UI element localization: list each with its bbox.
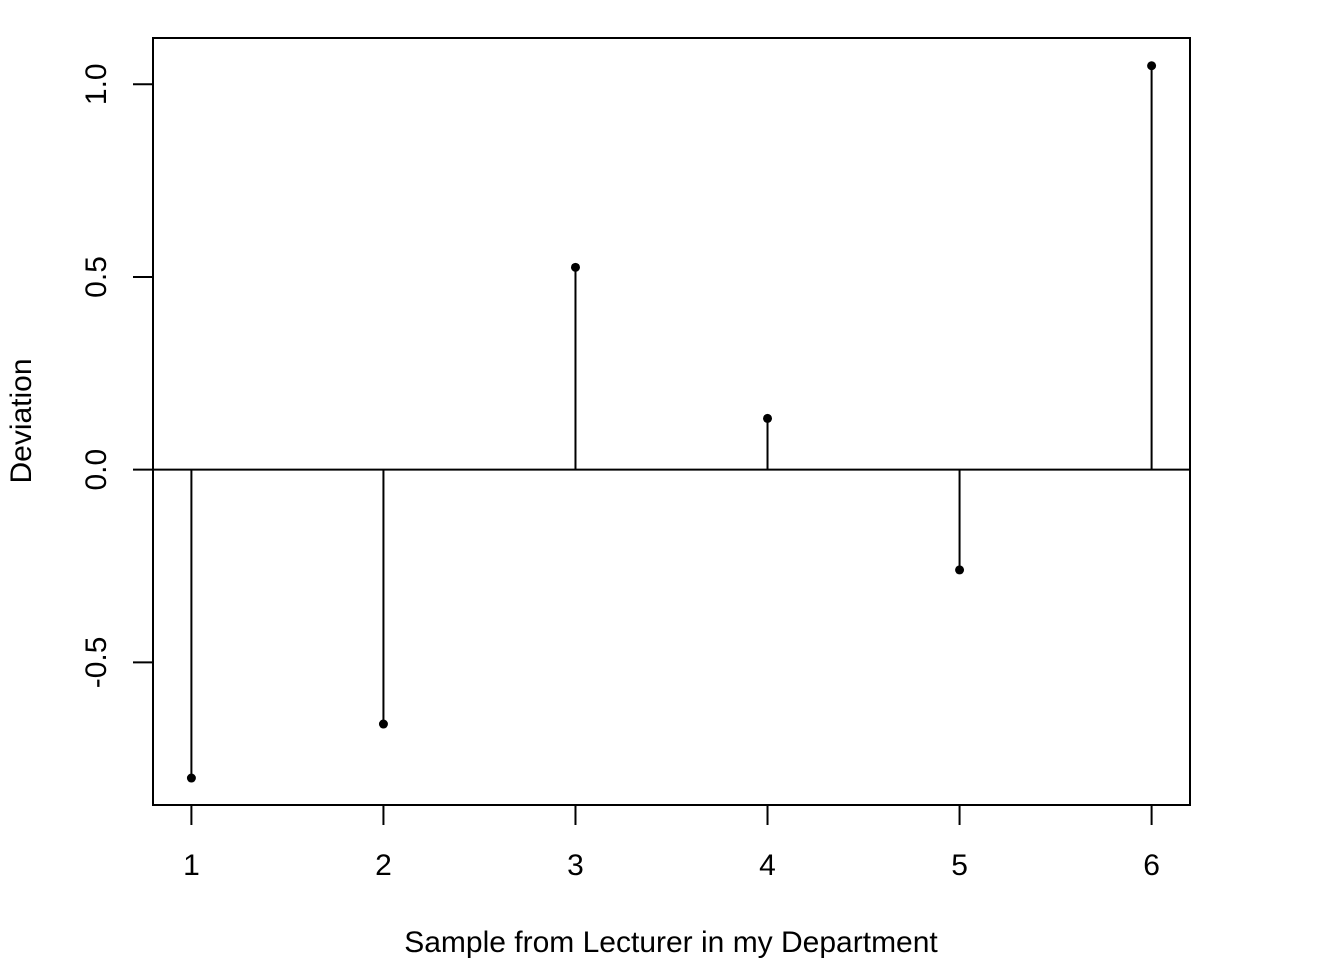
point-group <box>186 61 1157 783</box>
x-tick-label-2: 2 <box>375 849 392 882</box>
y-tick-label-2: 0.0 <box>80 449 113 491</box>
plot-frame <box>152 37 1191 806</box>
y-tick-label-1: -0.5 <box>80 637 113 689</box>
data-point-3 <box>570 262 580 272</box>
x-tick-label-4: 4 <box>759 849 776 882</box>
data-point-6 <box>1147 61 1157 71</box>
x-axis-title: Sample from Lecturer in my Department <box>404 926 938 959</box>
x-tick-label-3: 3 <box>567 849 584 882</box>
data-point-2 <box>378 719 388 729</box>
data-point-1 <box>186 773 196 783</box>
data-point-5 <box>955 565 965 575</box>
y-axis-title: Deviation <box>5 358 38 483</box>
x-axis: 1 2 3 4 5 6 <box>183 804 1160 882</box>
stem-group <box>190 65 1153 779</box>
x-tick-label-5: 5 <box>951 849 968 882</box>
x-tick-label-6: 6 <box>1143 849 1160 882</box>
data-point-4 <box>763 413 773 423</box>
x-tick-label-1: 1 <box>183 849 200 882</box>
y-tick-label-4: 1.0 <box>80 63 113 105</box>
y-axis: -0.5 0.0 0.5 1.0 <box>80 63 154 689</box>
y-tick-label-3: 0.5 <box>80 256 113 298</box>
